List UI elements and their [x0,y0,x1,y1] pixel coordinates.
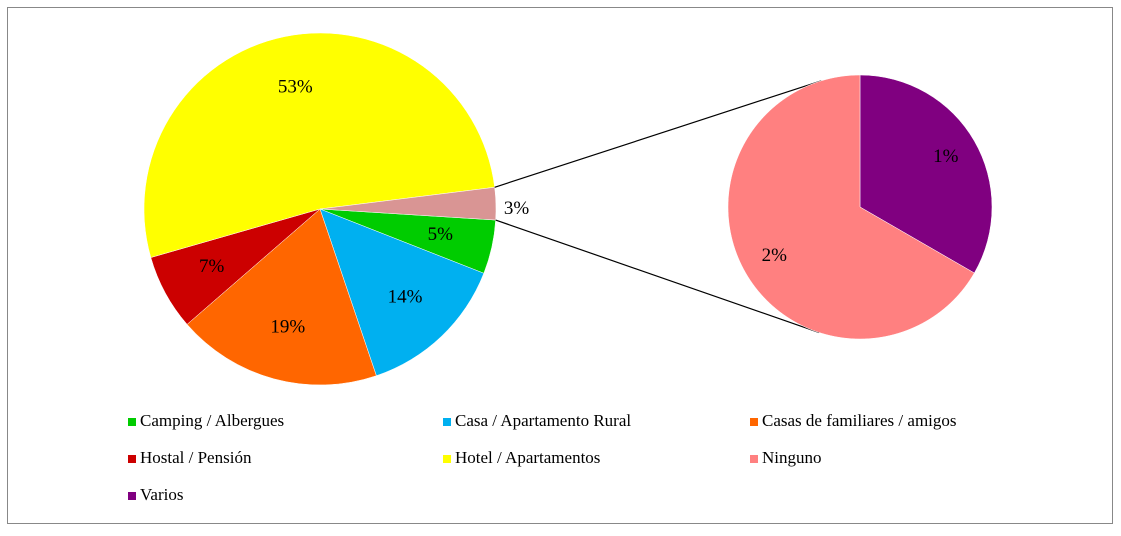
legend-label: Casas de familiares / amigos [762,411,957,430]
legend-swatch [750,455,758,463]
legend-swatch [128,455,136,463]
pie-slice [859,74,993,274]
legend-label: Ninguno [762,448,822,467]
legend-label: Hostal / Pensión [140,448,252,467]
data-label: 19% [270,316,305,337]
data-label: 2% [762,245,788,266]
legend-label: Casa / Apartamento Rural [455,411,631,430]
pie-slice [186,208,377,386]
data-label: 53% [278,77,313,98]
pie-slice [319,186,497,221]
connector-line [495,219,820,334]
connector-line [494,80,822,188]
legend-swatch [443,418,451,426]
legend-swatch [750,418,758,426]
data-label: 14% [388,287,423,308]
legend-swatch [443,455,451,463]
legend-label: Camping / Albergues [140,411,284,430]
data-label: 3% [504,198,530,219]
data-label: 5% [428,224,454,245]
legend-swatch [128,492,136,500]
data-label: 7% [199,256,225,277]
data-label: 1% [933,146,959,167]
pie-slice [143,32,495,258]
pie-slice [319,208,485,377]
legend-swatch [128,418,136,426]
pie-slice [727,74,975,340]
legend-label: Hotel / Apartamentos [455,448,600,467]
legend-label: Varios [140,485,183,504]
